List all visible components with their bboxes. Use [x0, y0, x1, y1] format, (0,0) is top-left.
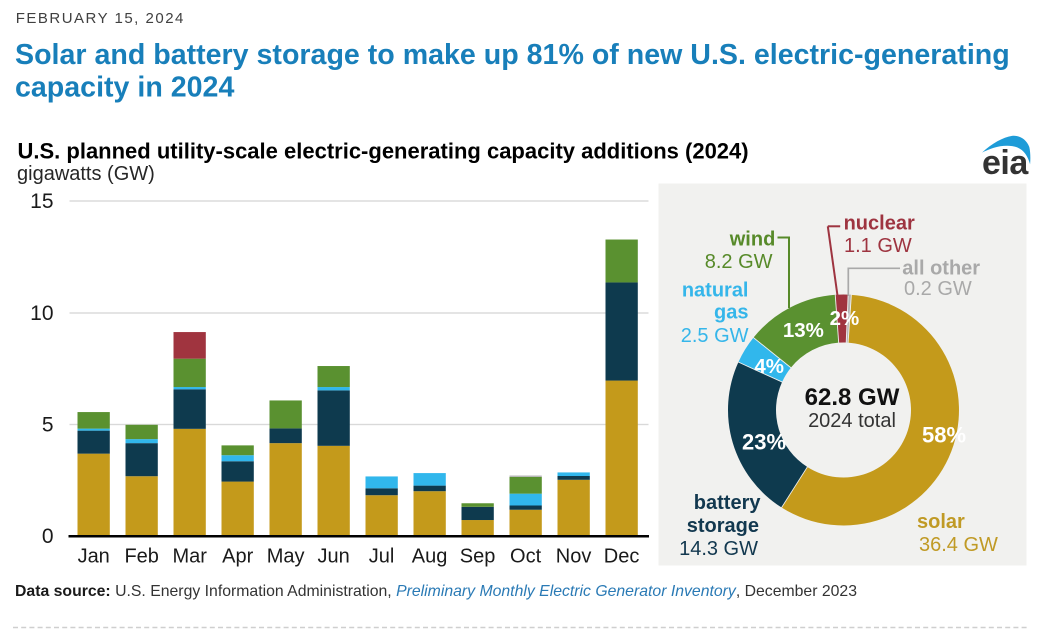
svg-text:Oct: Oct — [510, 546, 542, 568]
svg-text:wind: wind — [729, 228, 776, 250]
svg-text:Nov: Nov — [556, 546, 592, 568]
svg-text:solar: solar — [917, 511, 965, 533]
svg-text:15: 15 — [30, 190, 53, 213]
svg-text:2%: 2% — [830, 307, 860, 330]
svg-text:capacity in 2024: capacity in 2024 — [15, 71, 234, 103]
svg-text:Dec: Dec — [604, 546, 640, 568]
svg-text:13%: 13% — [783, 319, 824, 342]
svg-text:62.8 GW: 62.8 GW — [805, 384, 900, 411]
svg-text:Solar and battery storage to m: Solar and battery storage to make up 81%… — [15, 39, 1010, 71]
svg-text:1.1 GW: 1.1 GW — [844, 235, 912, 257]
svg-text:U.S. planned utility-scale ele: U.S. planned utility-scale electric-gene… — [18, 139, 749, 164]
svg-text:Feb: Feb — [124, 546, 158, 568]
svg-text:5: 5 — [42, 414, 54, 437]
svg-text:0: 0 — [42, 525, 54, 548]
svg-text:10: 10 — [30, 302, 53, 325]
svg-text:Aug: Aug — [412, 546, 448, 568]
svg-text:8.2 GW: 8.2 GW — [705, 251, 773, 273]
svg-text:storage: storage — [687, 515, 759, 537]
svg-text:FEBRUARY 15, 2024: FEBRUARY 15, 2024 — [16, 10, 185, 27]
svg-text:Jun: Jun — [317, 546, 349, 568]
svg-text:gigawatts (GW): gigawatts (GW) — [17, 163, 155, 185]
svg-text:36.4 GW: 36.4 GW — [919, 534, 998, 556]
svg-text:Jul: Jul — [369, 546, 395, 568]
svg-text:battery: battery — [694, 492, 762, 514]
svg-text:23%: 23% — [742, 430, 786, 455]
svg-text:58%: 58% — [922, 423, 966, 448]
svg-text:Data source: U.S. Energy Infor: Data source: U.S. Energy Information Adm… — [15, 583, 857, 600]
svg-text:0.2 GW: 0.2 GW — [904, 278, 972, 300]
svg-text:2.5 GW: 2.5 GW — [681, 325, 749, 347]
svg-text:all other: all other — [902, 258, 980, 280]
svg-text:natural: natural — [682, 280, 749, 302]
svg-text:Sep: Sep — [460, 546, 496, 568]
svg-text:nuclear: nuclear — [844, 212, 915, 234]
svg-text:Mar: Mar — [172, 546, 207, 568]
svg-text:eia: eia — [982, 144, 1029, 182]
svg-text:gas: gas — [714, 302, 748, 324]
svg-text:May: May — [267, 546, 305, 568]
svg-text:Jan: Jan — [78, 546, 110, 568]
svg-text:14.3 GW: 14.3 GW — [679, 538, 758, 560]
svg-text:2024 total: 2024 total — [808, 410, 896, 432]
svg-text:Apr: Apr — [222, 546, 253, 568]
svg-text:4%: 4% — [754, 355, 784, 378]
